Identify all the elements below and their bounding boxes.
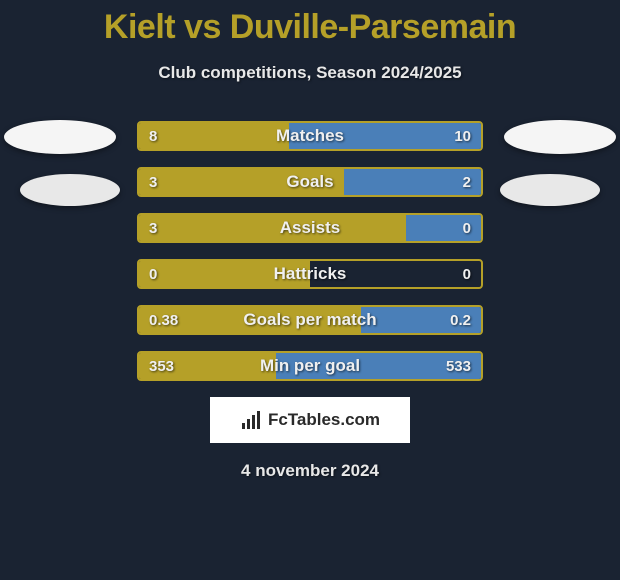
stat-row: 00Hattricks	[137, 259, 483, 289]
stat-row: 353533Min per goal	[137, 351, 483, 381]
stat-label: Assists	[139, 215, 481, 241]
stat-label: Matches	[139, 123, 481, 149]
stat-row: 30Assists	[137, 213, 483, 243]
footer-date: 4 november 2024	[0, 461, 620, 481]
source-badge-text: FcTables.com	[268, 410, 380, 430]
stat-row: 32Goals	[137, 167, 483, 197]
player-left-avatar-shadow	[20, 174, 120, 206]
stat-label: Goals per match	[139, 307, 481, 333]
comparison-bars: 810Matches 32Goals 30Assists 00Hattricks 0.3…	[137, 121, 483, 381]
source-badge: FcTables.com	[210, 397, 410, 443]
player-right-avatar	[504, 120, 616, 154]
player-right-avatar-shadow	[500, 174, 600, 206]
subtitle: Club competitions, Season 2024/2025	[0, 63, 620, 83]
player-left-avatar	[4, 120, 116, 154]
stat-label: Min per goal	[139, 353, 481, 379]
stat-label: Goals	[139, 169, 481, 195]
stat-row: 810Matches	[137, 121, 483, 151]
stat-label: Hattricks	[139, 261, 481, 287]
stat-row: 0.380.2Goals per match	[137, 305, 483, 335]
page-title: Kielt vs Duville-Parsemain	[0, 0, 620, 47]
fctables-logo-icon	[240, 409, 262, 431]
